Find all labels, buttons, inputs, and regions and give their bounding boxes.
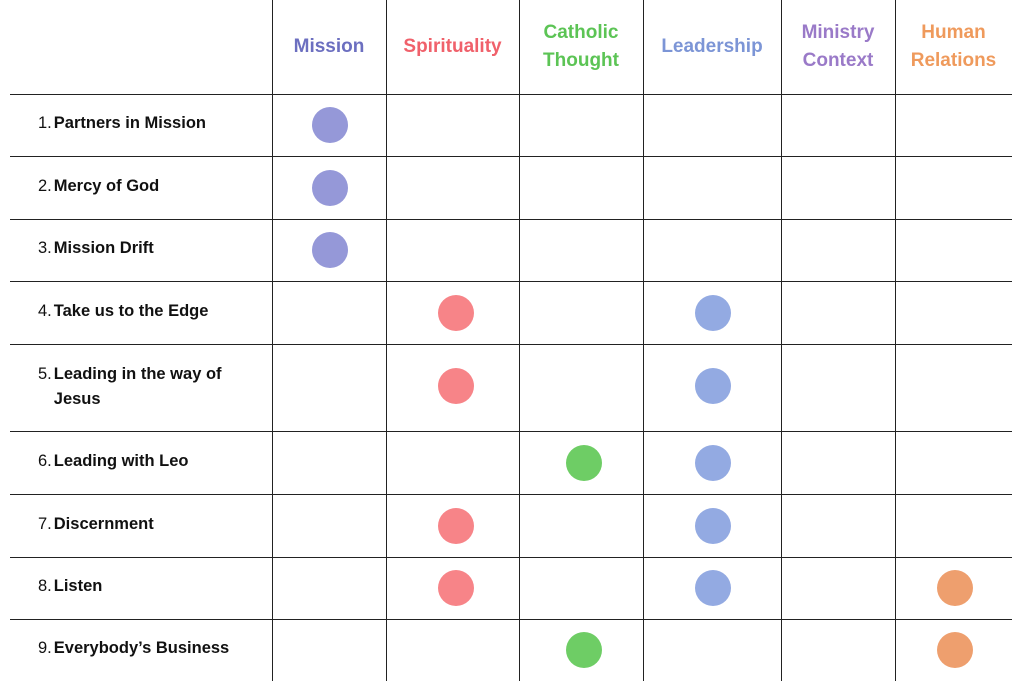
column-header-label: Leadership xyxy=(661,36,763,57)
dot-mission xyxy=(312,107,348,143)
dot-catholic-thought xyxy=(566,632,602,668)
dot-leadership xyxy=(695,367,731,404)
row-divider xyxy=(10,156,1012,157)
column-header-label: Catholic Thought xyxy=(543,22,619,71)
row-divider xyxy=(10,281,1012,282)
row-label: 4. Take us to the Edge xyxy=(38,299,268,324)
row-number: 5. xyxy=(38,364,52,383)
column-header-label: Spirituality xyxy=(403,36,502,57)
dot-human-relations xyxy=(937,632,973,668)
dot-mission xyxy=(312,232,348,268)
column-header-human-relations: Human Relations xyxy=(895,0,1012,94)
column-header-ministry-context: Ministry Context xyxy=(781,0,895,94)
column-header-label: Ministry Context xyxy=(801,22,875,71)
row-number: 9. xyxy=(38,639,52,657)
dot-spirituality xyxy=(438,367,474,404)
column-header-leadership: Leadership xyxy=(643,0,781,94)
row-label: 5. Leading in the way of Jesus xyxy=(38,362,268,412)
column-header-label: Mission xyxy=(293,36,365,57)
row-divider xyxy=(10,494,1012,495)
column-header-spirituality: Spirituality xyxy=(386,0,519,94)
row-title: Mercy of God xyxy=(53,176,160,195)
column-divider xyxy=(895,0,896,681)
row-divider xyxy=(10,94,1012,95)
column-divider xyxy=(519,0,520,681)
column-header-mission: Mission xyxy=(272,0,386,94)
column-header-label: Human Relations xyxy=(910,22,997,71)
dot-mission xyxy=(312,169,348,206)
row-number: 1. xyxy=(38,114,52,132)
row-label: 8. Listen xyxy=(38,574,268,599)
row-label: 7. Discernment xyxy=(38,512,268,537)
row-title: Everybody’s Business xyxy=(53,639,230,657)
row-divider xyxy=(10,619,1012,620)
dot-leadership xyxy=(695,507,731,544)
row-title: Leading with Leo xyxy=(53,451,189,470)
row-number: 6. xyxy=(38,451,52,470)
row-number: 8. xyxy=(38,577,52,595)
row-divider xyxy=(10,431,1012,432)
row-title: Partners in Mission xyxy=(53,114,206,132)
row-number: 7. xyxy=(38,514,52,533)
row-number: 4. xyxy=(38,301,52,320)
dot-spirituality xyxy=(438,294,474,331)
dot-spirituality xyxy=(438,507,474,544)
row-label: 9. Everybody’s Business xyxy=(38,636,268,661)
row-divider xyxy=(10,557,1012,558)
row-title: Discernment xyxy=(53,514,154,533)
dot-leadership xyxy=(695,294,731,331)
row-divider xyxy=(10,219,1012,220)
row-label: 6. Leading with Leo xyxy=(38,449,268,474)
row-number: 3. xyxy=(38,239,52,257)
row-divider xyxy=(10,344,1012,345)
dot-leadership xyxy=(695,570,731,606)
row-title: Take us to the Edge xyxy=(53,301,209,320)
dot-catholic-thought xyxy=(566,444,602,481)
column-divider xyxy=(781,0,782,681)
dot-spirituality xyxy=(438,570,474,606)
column-header-catholic-thought: Catholic Thought xyxy=(519,0,643,94)
column-divider xyxy=(386,0,387,681)
row-label: 3. Mission Drift xyxy=(38,236,268,261)
column-divider xyxy=(643,0,644,681)
dot-human-relations xyxy=(937,570,973,606)
row-title: Mission Drift xyxy=(53,239,154,257)
row-title: Listen xyxy=(53,577,103,595)
row-label: 1. Partners in Mission xyxy=(38,111,268,136)
dot-leadership xyxy=(695,444,731,481)
row-label: 2. Mercy of God xyxy=(38,174,268,199)
row-number: 2. xyxy=(38,176,52,195)
row-title: Leading in the way of Jesus xyxy=(53,364,222,408)
column-divider xyxy=(272,0,273,681)
